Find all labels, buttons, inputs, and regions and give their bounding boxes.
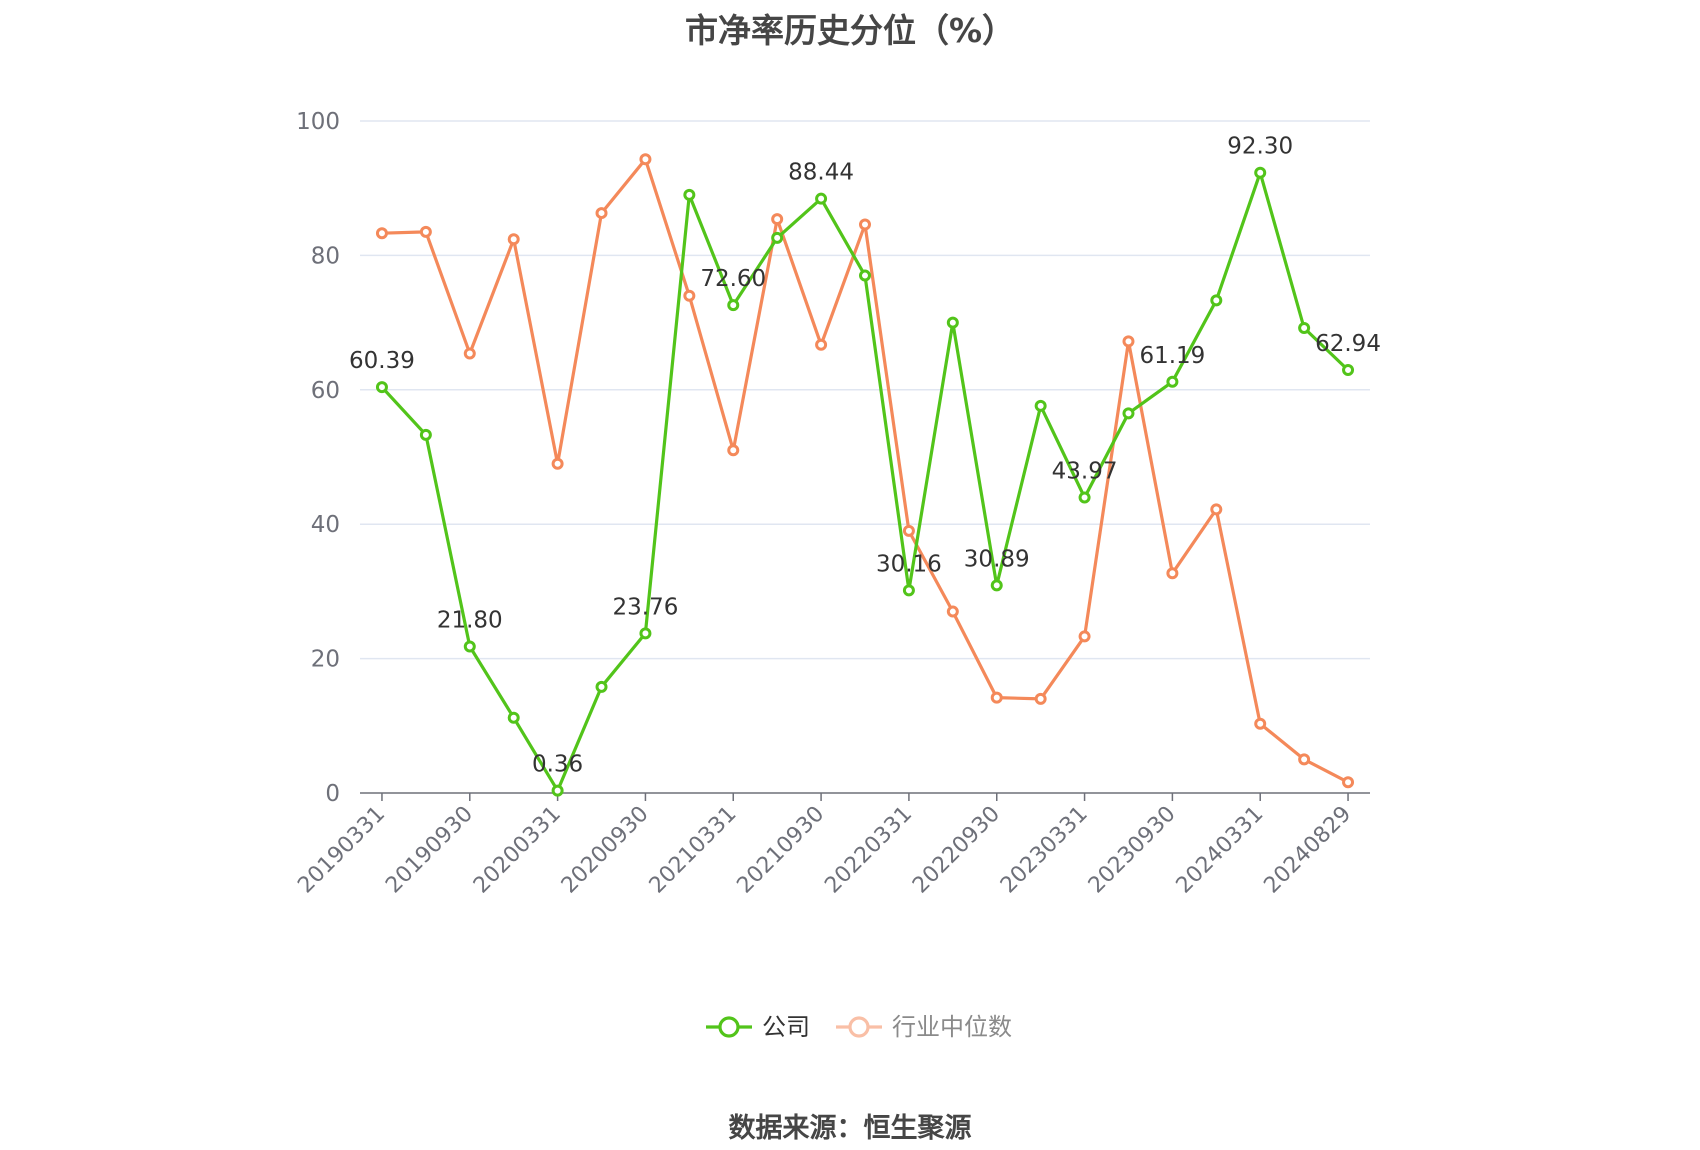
data-point (1078, 491, 1091, 504)
data-labels: 60.39 21.80 0.36 23.76 72.60 88.44 30.16 30.89 4… (349, 134, 1381, 778)
y-tick-label: 100 (296, 109, 340, 135)
data-point (946, 316, 959, 329)
data-point (946, 605, 959, 618)
data-point (463, 347, 476, 360)
y-tick-label: 60 (311, 378, 340, 404)
y-tick-label: 40 (311, 512, 340, 538)
data-point (551, 457, 564, 470)
data-point (902, 584, 915, 597)
x-tick-label: 20190930 (381, 802, 478, 899)
axes: 0 20 40 60 80 100 2019033120190930202003312020… (293, 109, 1370, 898)
y-tick-label: 0 (325, 781, 340, 807)
data-point (375, 381, 388, 394)
data-point (683, 188, 696, 201)
data-point (1166, 375, 1179, 388)
data-point (1166, 567, 1179, 580)
source-note: 数据来源：恒生聚源 (728, 1113, 972, 1144)
chart-title: 市净率历史分位（%） (684, 11, 1016, 50)
legend-item-0[interactable]: 公司 (706, 1013, 810, 1041)
data-label: 43.97 (1052, 459, 1118, 485)
legend-label: 行业中位数 (892, 1013, 1012, 1041)
x-tick-label: 20230331 (996, 802, 1093, 899)
data-point (859, 218, 871, 231)
legend-marker (848, 1016, 870, 1038)
legend-marker (718, 1016, 740, 1038)
data-label: 0.36 (532, 752, 583, 778)
data-label: 30.89 (964, 546, 1030, 572)
x-tick-label: 20240331 (1172, 802, 1269, 899)
data-point (1254, 166, 1267, 179)
data-label: 21.80 (437, 608, 503, 634)
data-point (551, 784, 564, 797)
y-tick-label: 80 (311, 243, 340, 269)
data-point (771, 231, 784, 244)
y-tick-label: 20 (311, 647, 340, 673)
data-point (507, 711, 520, 724)
data-point (1210, 294, 1223, 307)
x-tick-label: 20240829 (1259, 802, 1356, 899)
series-lines (375, 153, 1355, 797)
data-point (419, 428, 432, 441)
x-tick-label: 20190331 (293, 802, 390, 899)
data-point (815, 338, 828, 351)
data-point (815, 192, 828, 205)
data-point (1298, 753, 1311, 766)
data-point (595, 680, 608, 693)
series-line-0 (380, 171, 1350, 793)
x-tick-label: 20200331 (469, 802, 566, 899)
data-point (990, 691, 1003, 704)
data-point (419, 225, 432, 238)
legend: 公司 行业中位数 (706, 1013, 1012, 1041)
data-point (1342, 776, 1355, 789)
data-label: 62.94 (1315, 331, 1381, 357)
data-label: 72.60 (700, 266, 766, 292)
data-point (463, 640, 476, 653)
data-point (1034, 692, 1047, 705)
data-point (727, 299, 740, 312)
data-point (639, 153, 652, 166)
legend-item-1[interactable]: 行业中位数 (836, 1013, 1012, 1041)
data-point (1298, 321, 1311, 334)
data-point (1254, 717, 1267, 730)
data-point (639, 627, 652, 640)
data-point (1078, 630, 1091, 643)
data-label: 23.76 (613, 594, 679, 620)
x-tick-label: 20220331 (820, 802, 917, 899)
data-point (859, 269, 871, 282)
data-point (727, 444, 740, 457)
data-point (1342, 364, 1355, 377)
data-point (1034, 399, 1047, 412)
data-label: 61.19 (1139, 343, 1205, 369)
data-point (375, 227, 388, 240)
data-label: 30.16 (876, 551, 942, 577)
series-line-1 (381, 157, 1349, 784)
x-tick-label: 20230930 (1084, 802, 1181, 899)
x-tick-label: 20210930 (732, 802, 829, 899)
x-tick-label: 20210331 (645, 802, 742, 899)
data-point (1122, 407, 1135, 420)
data-point (1210, 503, 1223, 516)
data-label: 88.44 (788, 160, 854, 186)
data-point (595, 207, 608, 220)
data-point (771, 213, 784, 226)
x-tick-label: 20200930 (557, 802, 654, 899)
data-point (902, 524, 915, 537)
data-point (507, 233, 520, 246)
x-tick-label: 20220930 (908, 802, 1005, 899)
legend-label: 公司 (762, 1013, 810, 1041)
data-point (1122, 335, 1135, 348)
grid-lines (360, 120, 1370, 660)
data-label: 92.30 (1227, 134, 1293, 160)
data-point (683, 289, 696, 302)
data-point (990, 579, 1003, 592)
data-label: 60.39 (349, 348, 415, 374)
